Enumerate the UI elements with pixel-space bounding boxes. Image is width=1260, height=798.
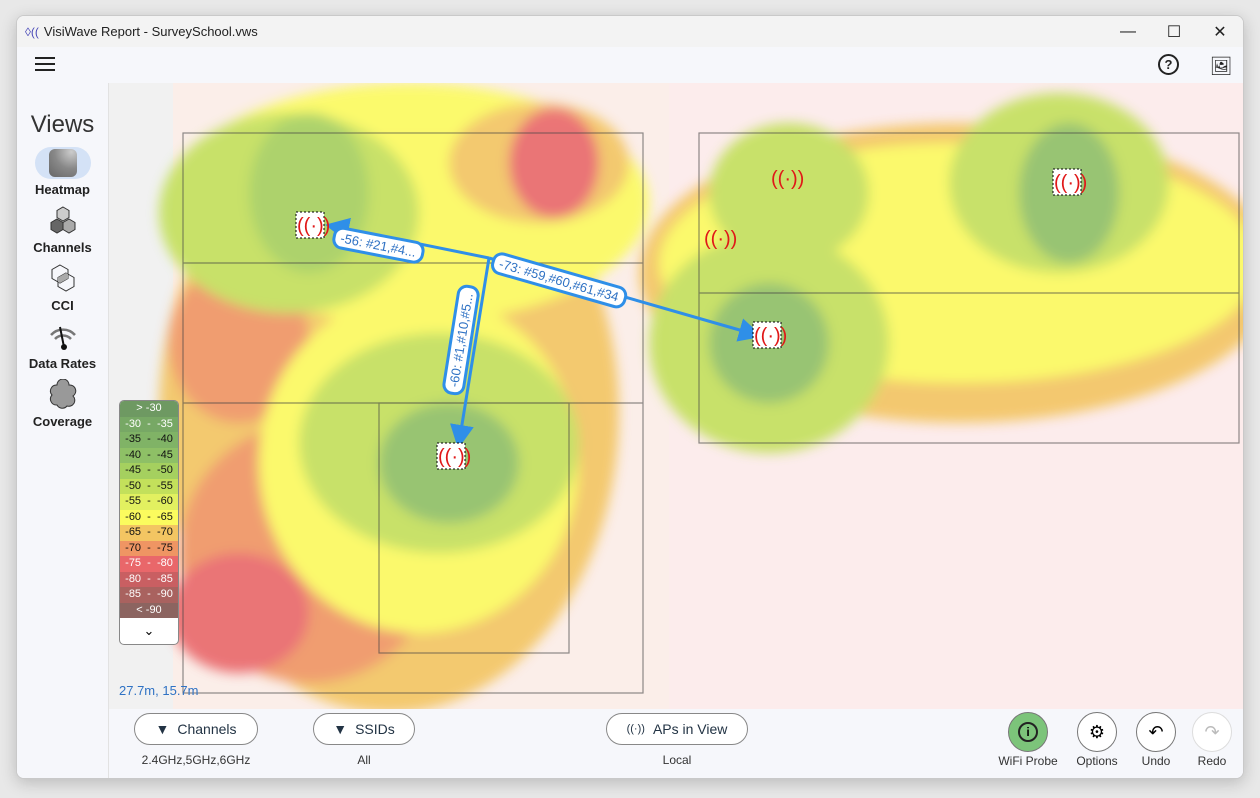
ap-marker[interactable]: ((·)) xyxy=(436,442,471,470)
options-icon: ⚙ xyxy=(1088,721,1106,742)
view-data-rates[interactable]: Data Rates xyxy=(17,321,108,371)
ssids-filter-button[interactable]: ▼ SSIDs xyxy=(313,713,415,745)
data-rates-icon xyxy=(49,326,76,350)
redo-button[interactable]: ↷ xyxy=(1192,712,1232,752)
button-label: SSIDs xyxy=(355,721,395,737)
aps-in-view-button[interactable]: ((·)) APs in View xyxy=(606,713,748,745)
svg-text:((·)): ((·)) xyxy=(704,228,737,250)
view-cci[interactable]: CCI xyxy=(17,263,108,313)
svg-text:((·)): ((·)) xyxy=(1054,172,1087,194)
filter-icon: ▼ xyxy=(155,721,170,737)
view-label: Data Rates xyxy=(28,356,97,371)
wifi-probe-label: WiFi Probe xyxy=(998,754,1058,768)
legend-row: -85 - -90 xyxy=(120,587,178,603)
coverage-icon xyxy=(49,379,76,409)
undo-label: Undo xyxy=(1141,754,1171,768)
floorplan-overlay: ((·)) ((·)) ((·)) ((·)) ((·)) ((·)) xyxy=(182,132,1240,694)
cci-icon xyxy=(51,264,74,292)
title-bar: ◊(( VisiWave Report - SurveySchool.vws —… xyxy=(17,16,1243,47)
legend-row: -60 - -65 xyxy=(120,509,178,525)
svg-text:((·)): ((·)) xyxy=(438,446,471,468)
view-label: CCI xyxy=(51,298,74,313)
svg-text:((·)): ((·)) xyxy=(754,325,787,347)
legend-row: -80 - -85 xyxy=(120,571,178,587)
legend-row: -75 - -80 xyxy=(120,556,178,572)
view-label: Heatmap xyxy=(35,182,90,197)
heatmap-icon xyxy=(48,149,77,177)
access-points[interactable]: ((·)) ((·)) ((·)) ((·)) ((·)) ((·)) xyxy=(295,168,1087,470)
app-window: ◊(( VisiWave Report - SurveySchool.vws —… xyxy=(16,15,1244,779)
legend-row: -40 - -45 xyxy=(120,447,178,463)
window-title: VisiWave Report - SurveySchool.vws xyxy=(43,24,258,39)
ap-marker[interactable]: ((·)) xyxy=(752,321,787,349)
view-channels[interactable]: Channels xyxy=(17,205,108,255)
help-icon[interactable]: ? xyxy=(1158,54,1179,75)
button-label: APs in View xyxy=(652,721,728,737)
ap-marker[interactable]: ((·)) xyxy=(1052,168,1087,196)
channels-filter-value: 2.4GHz,5GHz,6GHz xyxy=(141,753,251,767)
redo-icon: ↷ xyxy=(1204,721,1220,742)
views-title: Views xyxy=(30,111,95,138)
image-gallery-icon[interactable]: 🖼 xyxy=(1209,55,1233,76)
ap-marker[interactable]: ((·)) xyxy=(704,228,737,250)
arrow-line xyxy=(450,257,491,449)
legend-row: -50 - -55 xyxy=(120,478,178,494)
aps-in-view-value: Local xyxy=(662,753,692,767)
ap-marker[interactable]: ((·)) xyxy=(771,168,804,190)
close-button[interactable]: ✕ xyxy=(1213,23,1227,41)
view-label: Channels xyxy=(33,240,92,255)
options-label: Options xyxy=(1076,754,1118,768)
legend-row: -35 - -40 xyxy=(120,432,178,448)
legend-expand-button[interactable]: ⌄ xyxy=(143,623,155,638)
legend-row: -45 - -50 xyxy=(120,463,178,479)
legend-row: > -30 xyxy=(120,401,178,417)
undo-icon: ↶ xyxy=(1148,721,1164,742)
toolbar: ? 🖼 xyxy=(17,47,1243,83)
options-button[interactable]: ⚙ xyxy=(1077,712,1117,752)
minimize-button[interactable]: — xyxy=(1120,22,1136,40)
ap-marker[interactable]: ((·)) xyxy=(295,211,330,239)
legend-row: -65 - -70 xyxy=(120,525,178,541)
app-logo-icon: ◊(( xyxy=(25,24,39,39)
filter-icon: ▼ xyxy=(333,721,348,737)
heatmap-canvas[interactable]: ((·)) ((·)) ((·)) ((·)) ((·)) ((·)) -56:… xyxy=(109,83,1243,709)
button-label: Channels xyxy=(177,721,237,737)
maximize-button[interactable]: ☐ xyxy=(1166,23,1182,41)
redo-label: Redo xyxy=(1197,754,1227,768)
hamburger-icon[interactable] xyxy=(35,57,55,71)
channels-filter-button[interactable]: ▼ Channels xyxy=(134,713,258,745)
signal-legend: > -30 -30 - -35 -35 - -40 -40 - -45 -45 - -5… xyxy=(119,400,179,645)
wifi-probe-button[interactable]: i xyxy=(1008,712,1048,752)
view-coverage[interactable]: Coverage xyxy=(17,379,108,429)
svg-text:((·)): ((·)) xyxy=(297,215,330,237)
ssids-filter-value: All xyxy=(357,753,371,767)
views-sidebar: Views Heatmap Channels CCI Data Rates Co… xyxy=(17,83,109,778)
channels-icon xyxy=(50,206,75,234)
legend-row: < -90 xyxy=(120,602,178,618)
bottom-bar: ▼ Channels 2.4GHz,5GHz,6GHz ▼ SSIDs All ((… xyxy=(109,709,1243,778)
view-label: Coverage xyxy=(32,414,93,429)
cursor-coordinates: 27.7m, 15.7m xyxy=(119,683,199,698)
legend-row: -55 - -60 xyxy=(120,494,178,510)
view-heatmap[interactable]: Heatmap xyxy=(17,147,108,197)
ap-icon: ((·)) xyxy=(626,723,645,735)
legend-row: -70 - -75 xyxy=(120,540,178,556)
info-icon: i xyxy=(1018,722,1038,742)
undo-button[interactable]: ↶ xyxy=(1136,712,1176,752)
legend-row: -30 - -35 xyxy=(120,416,178,432)
svg-text:((·)): ((·)) xyxy=(771,168,804,190)
